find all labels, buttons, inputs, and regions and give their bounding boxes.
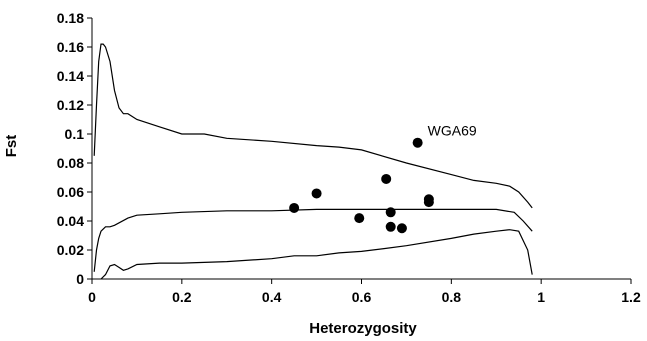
point-annotation: WGA69 xyxy=(428,123,477,139)
data-point xyxy=(385,207,396,218)
curve-middle xyxy=(93,208,533,272)
y-tick-label: 0.12 xyxy=(57,97,84,113)
x-tick-label: 1.2 xyxy=(621,289,641,305)
data-point xyxy=(385,221,396,232)
y-axis-title: Fst xyxy=(3,135,20,158)
confidence-curves xyxy=(93,43,533,280)
x-tick-label: 1 xyxy=(537,289,545,305)
data-point xyxy=(381,173,392,184)
data-point xyxy=(354,213,365,224)
data-point xyxy=(311,188,322,199)
y-tick-label: 0.06 xyxy=(57,184,84,200)
curve-lower xyxy=(100,229,533,280)
y-tick-label: 0.18 xyxy=(57,10,84,26)
plot-area xyxy=(91,18,631,280)
x-axis-ticks: 0 0.2 0.4 0.6 0.8 1 1.2 xyxy=(88,279,641,305)
data-point xyxy=(396,223,407,234)
y-tick-label: 0 xyxy=(76,271,84,287)
x-tick-label: 0.4 xyxy=(262,289,282,305)
y-tick-label: 0.16 xyxy=(57,39,84,55)
data-point xyxy=(423,197,434,208)
data-point xyxy=(412,137,423,148)
y-tick-label: 0.02 xyxy=(57,242,84,258)
data-points: WGA69 xyxy=(289,123,477,234)
y-tick-label: 0.08 xyxy=(57,155,84,171)
y-tick-label: 0.1 xyxy=(65,126,85,142)
x-tick-label: 0.6 xyxy=(352,289,372,305)
curve-upper xyxy=(93,43,533,209)
y-axis-ticks: 0 0.02 0.04 0.06 0.08 0.1 0.12 0.14 0.16 0.18 xyxy=(57,10,92,287)
x-axis-title: Heterozygosity xyxy=(309,320,417,337)
data-point xyxy=(289,202,300,213)
y-tick-label: 0.14 xyxy=(57,68,84,84)
x-tick-label: 0.2 xyxy=(172,289,192,305)
x-tick-label: 0.8 xyxy=(442,289,462,305)
x-tick-label: 0 xyxy=(88,289,96,305)
y-tick-label: 0.04 xyxy=(57,213,84,229)
